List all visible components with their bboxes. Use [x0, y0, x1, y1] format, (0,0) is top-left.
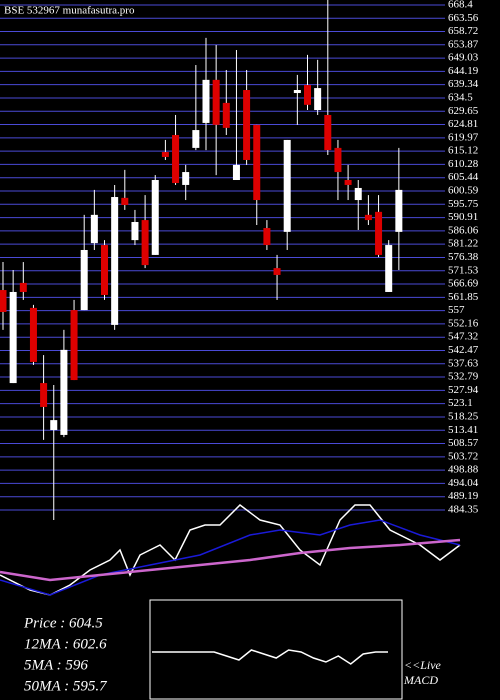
- y-tick-label: 610.28: [448, 158, 479, 170]
- candle-body: [192, 130, 200, 148]
- candle-body: [212, 79, 220, 125]
- y-tick-label: 498.88: [448, 464, 479, 476]
- y-tick-label: 542.47: [448, 344, 479, 356]
- y-tick-label: 561.85: [448, 291, 479, 303]
- candle-body: [182, 172, 190, 185]
- candle-body: [131, 221, 139, 241]
- candle-body: [293, 90, 301, 94]
- macd-label: MACD: [403, 673, 438, 687]
- candle-body: [324, 114, 332, 151]
- info-label: 12MA : 602.6: [24, 636, 107, 652]
- candle-body: [172, 135, 180, 184]
- info-label: 5MA : 596: [24, 657, 88, 673]
- candle-body: [19, 282, 27, 292]
- y-tick-label: 595.75: [448, 198, 479, 210]
- y-tick-label: 508.57: [448, 437, 479, 449]
- candle-body: [9, 291, 17, 384]
- candle-body: [263, 228, 271, 246]
- y-tick-label: 615.12: [448, 145, 478, 157]
- y-tick-label: 532.79: [448, 371, 479, 383]
- info-label: Price : 604.5: [23, 615, 103, 631]
- y-tick-label: 649.03: [448, 52, 479, 64]
- y-tick-label: 513.41: [448, 424, 478, 436]
- indicator-line: [0, 519, 461, 596]
- candle-body: [70, 310, 78, 381]
- candle-body: [141, 220, 149, 266]
- y-tick-label: 557: [448, 304, 465, 316]
- candle-body: [90, 214, 98, 244]
- y-tick-label: 639.34: [448, 78, 479, 90]
- candle-body: [354, 187, 362, 201]
- y-tick-label: 489.19: [448, 490, 479, 502]
- y-tick-label: 518.25: [448, 410, 479, 422]
- candle-body: [202, 79, 210, 123]
- candle-body: [344, 180, 352, 185]
- y-tick-label: 523.1: [448, 397, 473, 409]
- info-label: 50MA : 595.7: [24, 678, 108, 694]
- y-tick-label: 590.91: [448, 211, 478, 223]
- candle-body: [304, 85, 311, 105]
- y-tick-label: 668.4: [448, 0, 473, 10]
- indicator-line: [0, 538, 461, 582]
- y-tick-label: 600.59: [448, 185, 479, 197]
- y-tick-label: 503.72: [448, 450, 478, 462]
- candle-body: [253, 124, 261, 201]
- y-tick-label: 619.97: [448, 131, 479, 143]
- y-tick-label: 624.81: [448, 118, 478, 130]
- y-tick-label: 547.32: [448, 331, 478, 343]
- y-tick-label: 552.16: [448, 317, 479, 329]
- y-tick-label: 629.65: [448, 105, 479, 117]
- candle-body: [222, 102, 230, 128]
- y-tick-label: 571.53: [448, 264, 479, 276]
- candle-body: [385, 245, 393, 292]
- y-tick-label: 586.06: [448, 224, 479, 236]
- y-tick-label: 663.56: [448, 12, 479, 24]
- y-tick-label: 494.04: [448, 477, 479, 489]
- candle-body: [60, 349, 68, 435]
- y-tick-label: 605.44: [448, 171, 479, 183]
- candle-body: [151, 180, 159, 255]
- candle-body: [80, 249, 88, 311]
- chart-title: BSE 532967 munafasutra.pro: [4, 5, 135, 17]
- candle-body: [395, 189, 403, 232]
- y-tick-label: 653.87: [448, 38, 479, 50]
- y-tick-label: 576.38: [448, 251, 479, 263]
- candle-body: [29, 307, 37, 362]
- candle-body: [50, 420, 58, 430]
- candle-body: [314, 88, 322, 111]
- candle-body: [121, 197, 129, 205]
- candle-body: [273, 268, 281, 275]
- y-tick-label: 527.94: [448, 384, 479, 396]
- macd-box: [149, 599, 403, 700]
- indicator-line: [0, 504, 461, 596]
- candle-body: [40, 383, 48, 407]
- candle-body: [0, 290, 7, 312]
- y-tick-label: 566.69: [448, 278, 479, 290]
- y-tick-label: 658.72: [448, 25, 478, 37]
- y-tick-label: 537.63: [448, 357, 479, 369]
- candle-body: [111, 197, 119, 325]
- y-tick-label: 581.22: [448, 238, 478, 250]
- candle-body: [232, 164, 240, 181]
- candle-body: [101, 245, 108, 295]
- candle-body: [334, 147, 342, 173]
- candle-body: [375, 211, 383, 255]
- y-tick-label: 634.5: [448, 91, 473, 103]
- candle-body: [364, 214, 372, 221]
- y-tick-label: 644.19: [448, 65, 479, 77]
- macd-label: <<Live: [404, 658, 442, 672]
- candle-body: [283, 139, 291, 232]
- macd-line: [152, 649, 388, 665]
- candle-body: [161, 152, 169, 157]
- candle-body: [243, 90, 251, 160]
- y-tick-label: 484.35: [448, 504, 479, 516]
